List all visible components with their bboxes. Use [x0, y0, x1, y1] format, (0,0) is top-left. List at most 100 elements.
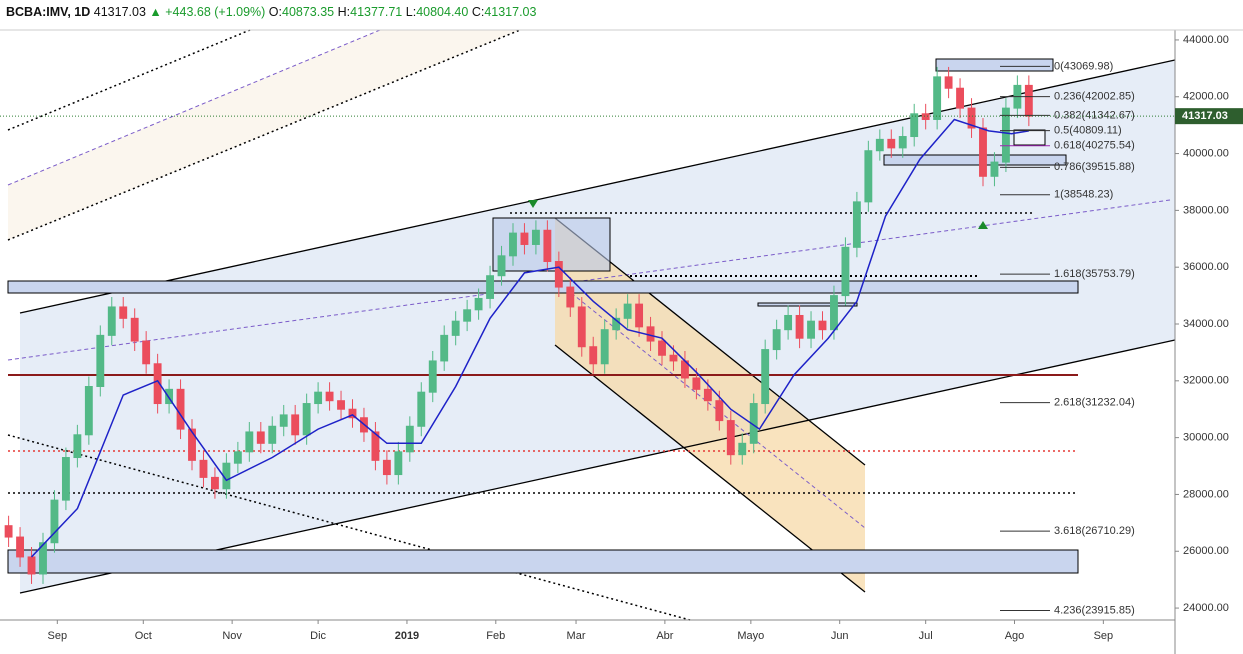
fib-label: 0.236(42002.85) [1054, 91, 1135, 103]
arrow-down [528, 200, 538, 208]
candle-body [176, 388, 185, 430]
zone [883, 154, 1067, 166]
label: L: [405, 5, 417, 19]
candle-body [509, 232, 517, 257]
candle-body [337, 400, 345, 410]
candle-body [669, 354, 678, 362]
fib-label: 1(38548.23) [1054, 189, 1113, 201]
label: C: [471, 5, 485, 19]
candle-body [256, 431, 265, 444]
candle-body [703, 388, 712, 402]
candle-body [818, 320, 827, 331]
candle-body [268, 425, 277, 444]
x-tick-label: Ago [1005, 630, 1025, 642]
label: O: [268, 5, 282, 19]
arrow-up [978, 221, 988, 229]
candle-body [199, 459, 208, 478]
candle-body [486, 275, 494, 299]
zone [1013, 129, 1046, 146]
fib-label: 0.618(40275.54) [1054, 140, 1135, 152]
y-tick-label: 42000.00 [1183, 91, 1229, 103]
candle-body [623, 303, 632, 319]
candle-body [348, 408, 357, 419]
y-tick-label: 30000.00 [1183, 432, 1229, 444]
value: 41377.71 [350, 5, 403, 19]
x-tick-label: Sep [48, 630, 68, 642]
outer-line [7, 29, 251, 131]
moving-average [30, 118, 1029, 558]
price: 41317.03 [93, 5, 146, 19]
candle-body [84, 385, 93, 436]
candle-body [807, 320, 815, 339]
y-tick-label: 24000.00 [1183, 602, 1229, 614]
candle-body [566, 286, 575, 308]
candle-body [417, 391, 426, 427]
drawings [7, 29, 1176, 621]
candle-body [451, 320, 460, 336]
candle-body [73, 434, 82, 459]
candle-body [921, 113, 930, 120]
candle-body [967, 107, 976, 129]
candle-body [291, 414, 300, 436]
candle-body [658, 340, 666, 356]
fib-label: 0.5(40809.11) [1054, 124, 1122, 136]
value: 41317.03 [484, 5, 537, 19]
candle-body [692, 377, 701, 390]
candle-body [990, 161, 999, 177]
down-channel-fill [555, 218, 865, 592]
candle-body [27, 556, 36, 575]
value: 40873.35 [282, 5, 335, 19]
fib-label: 4.236(23915.85) [1054, 604, 1135, 616]
outer-line [7, 29, 521, 241]
last-price-tag [1175, 108, 1243, 125]
y-tick-label: 34000.00 [1183, 318, 1229, 330]
candle-body [852, 201, 861, 248]
fib-label: 0.786(39515.88) [1054, 161, 1135, 173]
fib-label: 0.382(41342.67) [1054, 109, 1135, 121]
x-tick-label: Jul [919, 630, 933, 642]
candle-body [394, 451, 403, 476]
candle-body [188, 428, 196, 461]
fib-label: 1.618(35753.79) [1054, 268, 1135, 280]
candle-body [726, 420, 735, 456]
candle-body [371, 431, 380, 461]
candle-body [165, 388, 174, 405]
candle-body [772, 329, 781, 351]
y-tick-label: 38000.00 [1183, 204, 1229, 216]
candle-body [428, 360, 437, 393]
candle-body [554, 261, 563, 288]
x-tick-label: 2019 [395, 630, 419, 642]
candle-body [440, 334, 449, 362]
candle-body [543, 229, 552, 263]
x-tick-label: Dic [310, 630, 326, 642]
candle-body [50, 499, 59, 544]
x-tick-label: Oct [135, 630, 152, 642]
candle-body [314, 391, 323, 405]
candle-body [520, 232, 529, 245]
candle-body [107, 306, 116, 336]
fib-label: 2.618(31232.04) [1054, 397, 1135, 409]
y-tick-label: 28000.00 [1183, 488, 1229, 500]
x-tick-label: Mar [567, 630, 586, 642]
candle-body [910, 113, 919, 138]
x-tick-label: Mayo [737, 630, 764, 642]
y-tick-label: 26000.00 [1183, 545, 1229, 557]
candle-body [784, 314, 793, 331]
y-tick-label: 32000.00 [1183, 375, 1229, 387]
y-tick-label: 44000.00 [1183, 34, 1229, 46]
candle-body [211, 476, 219, 490]
symbol: BCBA:IMV, 1D [6, 5, 91, 19]
last-price-label: 41317.03 [1182, 110, 1228, 122]
candle-body [302, 403, 311, 436]
candle-body [325, 391, 334, 402]
x-tick-label: Sep [1094, 630, 1114, 642]
zone [7, 549, 1079, 574]
fib-label: 0(43069.98) [1054, 60, 1113, 72]
candle-body [887, 138, 896, 149]
candle-body [463, 309, 472, 322]
candle-body [279, 414, 288, 427]
down-mid [554, 279, 866, 529]
candle-body [864, 150, 873, 203]
value: 40804.40 [416, 5, 469, 19]
